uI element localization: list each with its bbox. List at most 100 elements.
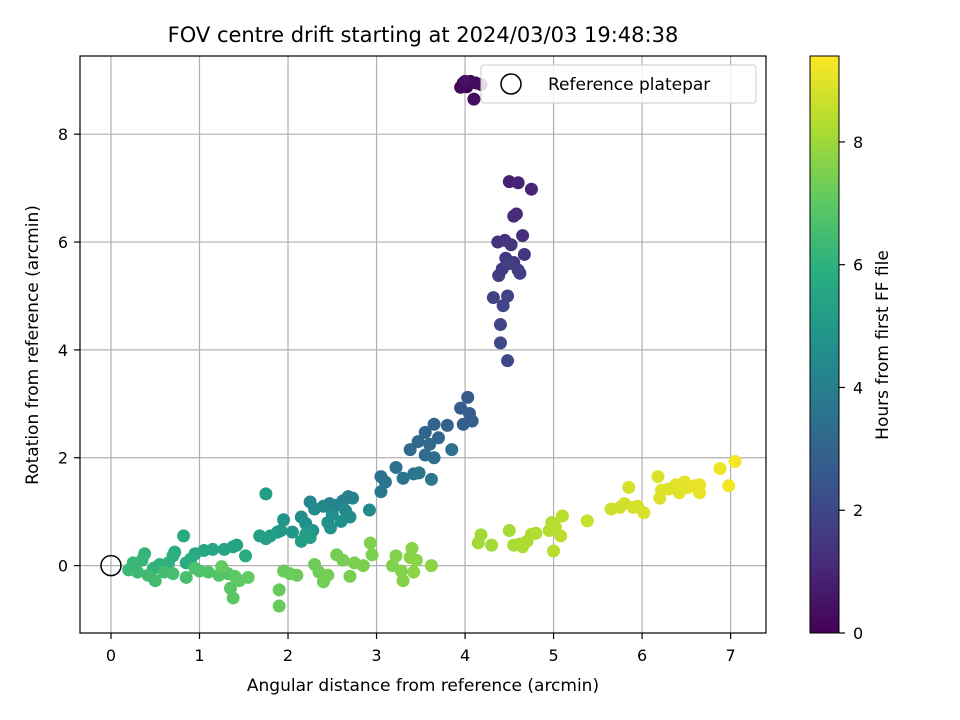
data-point — [486, 291, 500, 305]
data-point — [458, 74, 472, 88]
data-point — [362, 503, 376, 517]
x-tick-label: 2 — [283, 646, 293, 665]
data-point — [409, 553, 423, 567]
data-point — [239, 549, 253, 563]
data-point — [334, 514, 348, 528]
grid — [80, 56, 766, 633]
data-points — [122, 74, 742, 613]
data-point — [177, 529, 191, 543]
data-point — [504, 238, 518, 252]
data-point — [493, 318, 507, 332]
x-axis-ticks: 0 1 2 3 4 5 6 7 — [106, 633, 736, 665]
data-point — [722, 479, 736, 493]
x-tick-label: 4 — [460, 646, 470, 665]
colorbar-label: Hours from first FF file — [873, 250, 893, 440]
legend-reference-marker — [500, 73, 522, 95]
y-tick-label: 2 — [58, 449, 68, 468]
data-point — [418, 425, 432, 439]
data-point — [374, 485, 388, 499]
data-point — [215, 560, 229, 574]
legend: Reference platepar — [480, 64, 757, 104]
data-point — [516, 229, 530, 243]
data-point — [285, 525, 299, 539]
data-point — [217, 542, 231, 556]
data-point — [423, 437, 437, 451]
colorbar-ticks: 0 2 4 6 8 — [839, 133, 863, 643]
colorbar-tick-label: 0 — [853, 624, 863, 643]
data-point — [356, 559, 370, 573]
data-point — [308, 502, 322, 516]
x-tick-label: 3 — [371, 646, 381, 665]
data-point — [336, 553, 350, 567]
data-point — [259, 487, 273, 501]
colorbar-tick-label: 6 — [853, 256, 863, 275]
data-point — [485, 538, 499, 552]
x-tick-label: 7 — [725, 646, 735, 665]
data-point — [517, 247, 531, 261]
data-point — [555, 509, 569, 523]
data-point — [513, 266, 527, 280]
data-point — [524, 182, 538, 196]
data-point — [493, 336, 507, 350]
data-point — [389, 549, 403, 563]
data-point — [580, 514, 594, 528]
data-point — [651, 470, 665, 484]
colorbar-tick-label: 4 — [853, 378, 863, 397]
y-tick-label: 8 — [58, 125, 68, 144]
data-point — [501, 354, 515, 368]
data-point — [622, 480, 636, 494]
data-point — [496, 299, 510, 313]
data-point — [290, 568, 304, 582]
data-point — [403, 443, 417, 457]
data-point — [277, 513, 291, 527]
data-point — [201, 565, 215, 579]
data-point — [389, 460, 403, 474]
data-point — [131, 565, 145, 579]
legend-entry-reference-platepar: Reference platepar — [548, 75, 710, 95]
data-point — [365, 548, 379, 562]
data-point — [529, 526, 543, 540]
data-point — [507, 209, 521, 223]
colorbar — [809, 55, 840, 634]
data-point — [166, 567, 180, 581]
data-point — [179, 570, 193, 584]
data-point — [394, 564, 408, 578]
colorbar-tick-label: 2 — [853, 501, 863, 520]
data-point — [412, 466, 426, 480]
y-tick-label: 6 — [58, 233, 68, 252]
data-point — [502, 524, 516, 538]
data-point — [378, 475, 392, 489]
colorbar-tick-label: 8 — [853, 133, 863, 152]
data-point — [343, 569, 357, 583]
chart-title: FOV centre drift starting at 2024/03/03 … — [168, 23, 679, 47]
data-point — [272, 583, 286, 597]
y-tick-label: 4 — [58, 341, 68, 360]
data-point — [396, 574, 410, 588]
data-point — [467, 92, 481, 106]
data-point — [424, 472, 438, 486]
data-point — [492, 268, 506, 282]
x-tick-label: 6 — [637, 646, 647, 665]
y-axis-label: Rotation from reference (arcmin) — [23, 205, 43, 485]
y-axis-ticks: 0 2 4 6 8 — [58, 125, 80, 576]
data-point — [148, 574, 162, 588]
data-point — [502, 257, 516, 271]
data-point — [241, 570, 255, 584]
x-tick-label: 5 — [548, 646, 558, 665]
data-point — [440, 418, 454, 432]
data-point — [411, 435, 425, 449]
data-point — [253, 529, 267, 543]
y-tick-label: 0 — [58, 557, 68, 576]
data-point — [456, 417, 470, 431]
legend-box — [480, 64, 757, 104]
data-point — [516, 540, 530, 554]
data-point — [427, 417, 441, 431]
data-point — [445, 443, 459, 457]
data-point — [547, 544, 561, 558]
data-point — [474, 528, 488, 542]
data-point — [637, 506, 651, 520]
reference-platepar-marker — [100, 554, 122, 577]
data-point — [346, 491, 360, 505]
data-point — [728, 455, 742, 469]
